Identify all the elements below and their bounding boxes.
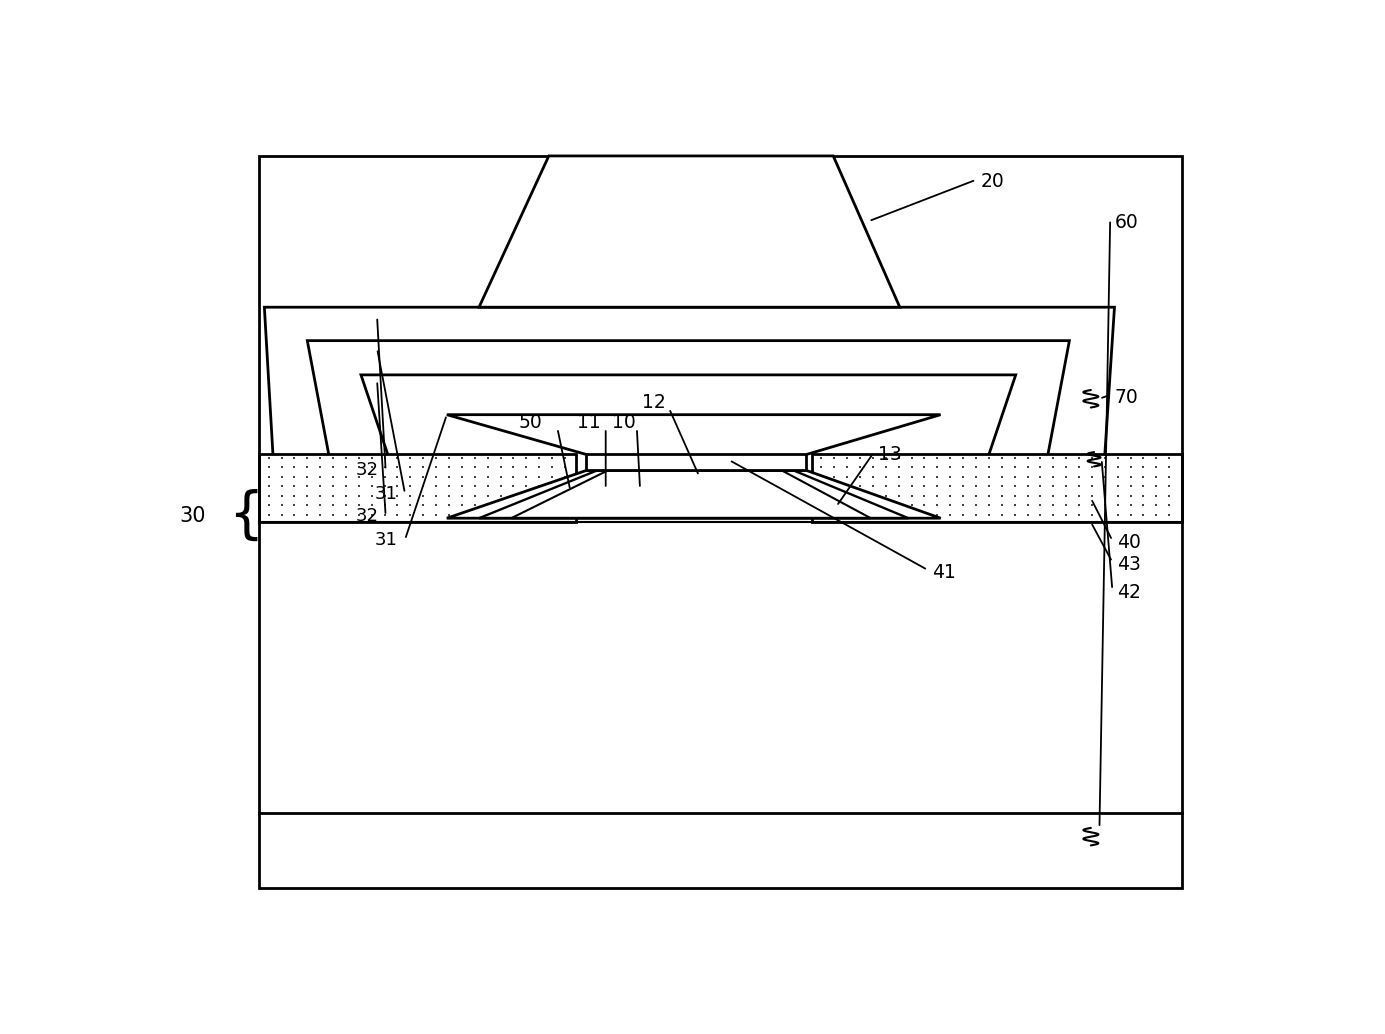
Text: 32: 32 bbox=[356, 507, 378, 525]
Text: 31: 31 bbox=[375, 485, 397, 503]
Bar bbox=[586, 455, 806, 470]
Text: 30: 30 bbox=[179, 506, 206, 526]
Text: 40: 40 bbox=[1116, 534, 1140, 552]
Text: 60: 60 bbox=[1115, 213, 1138, 232]
Bar bbox=[259, 156, 1181, 888]
Text: 32: 32 bbox=[356, 461, 378, 480]
Text: 13: 13 bbox=[878, 445, 902, 464]
Text: 31: 31 bbox=[375, 530, 397, 549]
Polygon shape bbox=[447, 470, 940, 518]
Text: {: { bbox=[229, 489, 263, 543]
Text: 11: 11 bbox=[576, 414, 600, 432]
Text: 41: 41 bbox=[932, 562, 956, 582]
Text: 20: 20 bbox=[981, 172, 1004, 191]
Polygon shape bbox=[479, 156, 900, 307]
Text: 70: 70 bbox=[1115, 388, 1138, 406]
Text: 12: 12 bbox=[643, 393, 666, 413]
Text: 43: 43 bbox=[1116, 555, 1140, 574]
Bar bbox=[812, 455, 1181, 522]
Text: 50: 50 bbox=[519, 414, 543, 432]
Text: 10: 10 bbox=[612, 414, 636, 432]
Bar bbox=[259, 455, 576, 522]
Text: 42: 42 bbox=[1116, 583, 1140, 602]
